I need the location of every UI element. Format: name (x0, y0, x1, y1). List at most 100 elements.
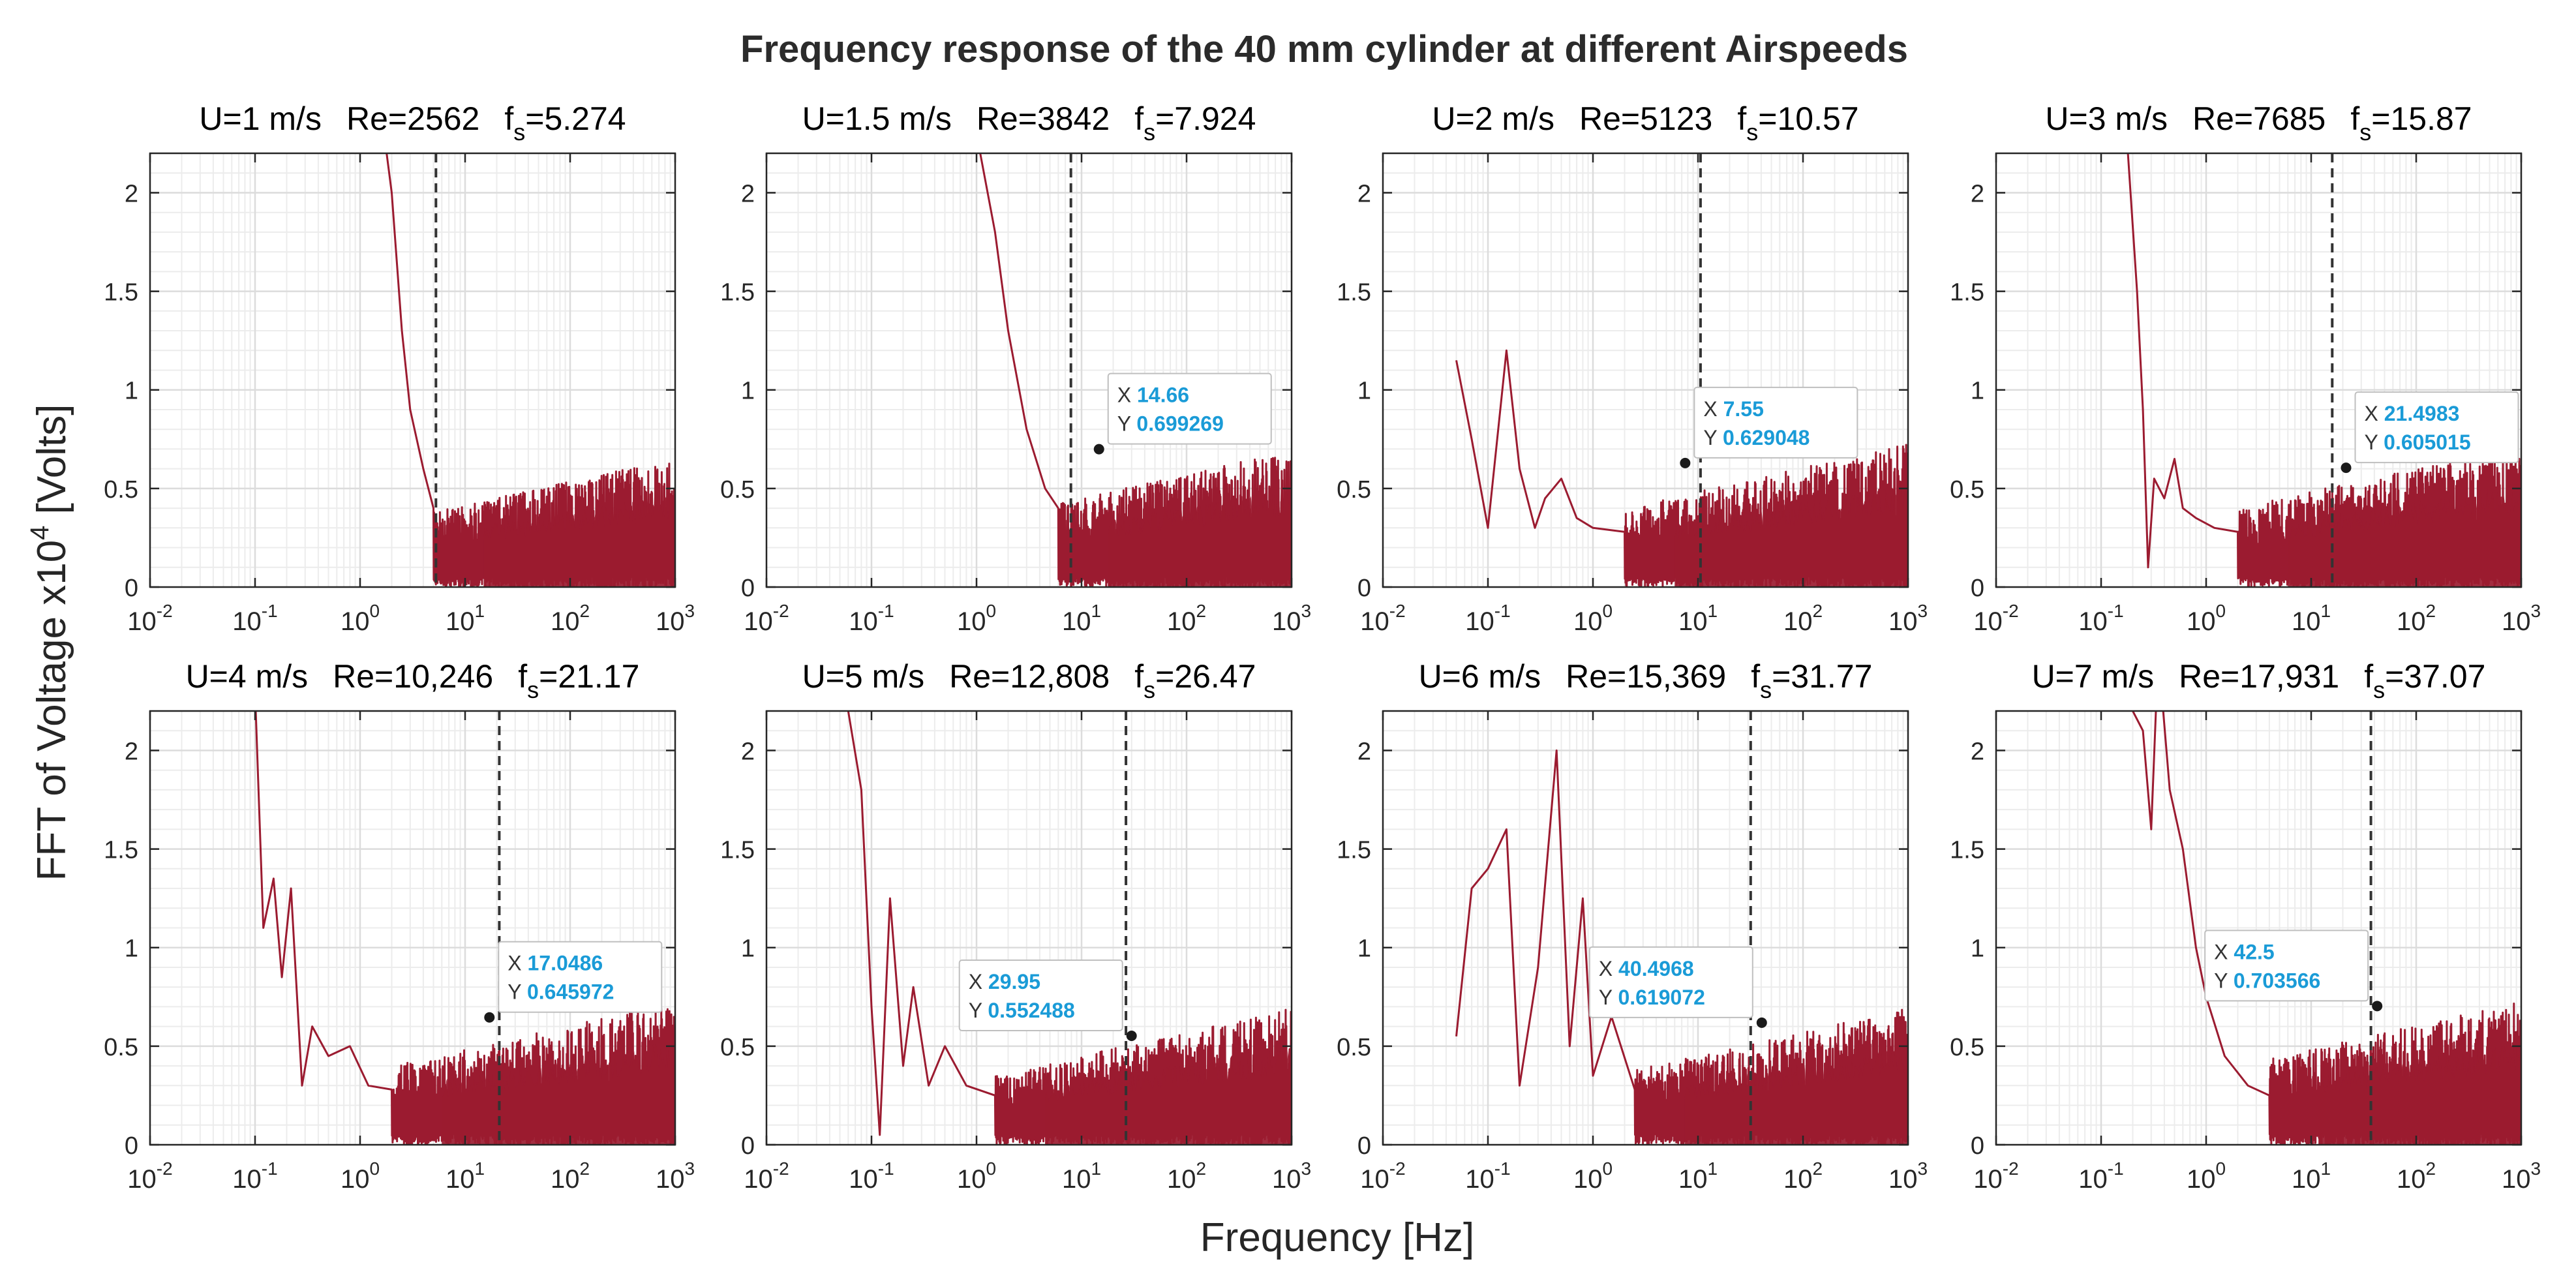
y-axis-label-units: [Volts] (29, 404, 74, 525)
y-tick-label: 1.5 (1950, 837, 1984, 864)
x-tick-exponent: 1 (474, 601, 485, 621)
x-tick-label: 102 (1783, 1158, 1823, 1194)
major-grid (1996, 153, 2521, 587)
x-tick-base: 10 (2502, 1165, 2531, 1194)
tick-marks (1995, 153, 2523, 588)
reynolds-label: Re=12,808 (949, 658, 1110, 695)
x-tick-base: 10 (341, 607, 370, 636)
fs-subscript: s (2359, 119, 2371, 145)
datatip[interactable]: X 14.66Y 0.699269 (1107, 372, 1272, 445)
x-tick-exponent: 3 (1301, 1158, 1311, 1179)
datatip-x-key: X (1117, 384, 1137, 407)
datatip-box (958, 959, 1123, 1031)
reynolds-label: Re=10,246 (333, 658, 493, 695)
axes-frame (149, 152, 676, 588)
x-tick-exponent: 3 (684, 601, 695, 621)
subplot-title: U=7 m/s Re=17,931 fs=37.07 (2032, 658, 2486, 703)
x-tick-exponent: 1 (1707, 1158, 1718, 1179)
y-tick-label: 0 (741, 575, 755, 602)
datatip-y-row: Y 0.645972 (508, 980, 614, 1004)
major-grid (766, 153, 1292, 587)
datatip[interactable]: X 17.0486 Y 0.645972 (498, 941, 663, 1013)
datatip-x-value: 17.0486 (528, 952, 603, 975)
datatip-marker[interactable] (484, 1012, 495, 1023)
x-tick-base: 10 (341, 1165, 370, 1194)
spectrum-band (1684, 1050, 1908, 1145)
x-tick-label: 100 (2187, 601, 2226, 636)
y-tick-label: 1 (741, 935, 755, 963)
reynolds-label: Re=5123 (1579, 100, 1712, 137)
fs-value: =10.57 (1758, 100, 1858, 137)
datatip-marker[interactable] (2341, 462, 2352, 474)
datatip-x-value: 14.66 (1137, 384, 1189, 407)
x-tick-base: 10 (1783, 1165, 1813, 1194)
datatip-x-value: 21.4983 (2384, 402, 2460, 425)
figure-title: Frequency response of the 40 mm cylinder… (740, 28, 1908, 70)
axes-frame (765, 710, 1293, 1146)
fs-value: =7.924 (1155, 100, 1256, 137)
x-tick-exponent: -1 (262, 601, 278, 621)
axes-frame (765, 152, 1293, 588)
x-tick-label: 101 (2292, 1158, 2331, 1194)
y-tick-label: 0 (125, 575, 138, 602)
tick-marks (765, 711, 1293, 1146)
datatip-marker[interactable] (2372, 1001, 2383, 1012)
x-tick-exponent: 0 (2215, 601, 2226, 621)
y-tick-label: 0.5 (720, 1034, 755, 1061)
y-tick-label: 0 (741, 1132, 755, 1160)
datatip-y-key: Y (1117, 412, 1137, 436)
x-tick-exponent: 0 (369, 1158, 380, 1179)
fs-subscript: s (1746, 119, 1758, 145)
y-tick-label: 1 (1971, 935, 1984, 963)
spectrum-band (483, 492, 675, 587)
x-tick-label: 103 (656, 1158, 695, 1194)
major-grid (150, 711, 675, 1145)
x-tick-base: 10 (1167, 607, 1196, 636)
reynolds-label: Re=15,369 (1566, 658, 1726, 695)
fs-symbol: f (1751, 658, 1760, 695)
datatip-marker[interactable] (1093, 444, 1104, 455)
datatip-x-row: X 29.95 (969, 970, 1040, 993)
x-tick-base: 10 (2292, 607, 2321, 636)
y-tick-label: 0.5 (720, 476, 755, 504)
tick-marks (149, 711, 676, 1146)
axes-frame (149, 710, 676, 1146)
datatip-x-row: X 17.0486 (508, 952, 603, 975)
x-tick-base: 10 (1888, 1165, 1918, 1194)
spectrum-band (1108, 489, 1292, 587)
x-tick-base: 10 (1678, 607, 1708, 636)
datatip-marker[interactable] (1680, 457, 1691, 468)
tick-marks (1995, 711, 2523, 1146)
y-tick-label: 0.5 (1337, 1034, 1371, 1061)
x-tick-label: 10-1 (849, 1158, 894, 1194)
datatip-x-key: X (2365, 402, 2384, 425)
subplot-title: U=6 m/s Re=15,369 fs=31.77 (1419, 658, 1873, 703)
x-tick-label: 101 (2292, 601, 2331, 636)
y-axis-label-exponent: 4 (25, 526, 54, 540)
datatip-y-key: Y (2214, 969, 2234, 992)
x-tick-exponent: 1 (1707, 601, 1718, 621)
x-tick-base: 10 (1062, 1165, 1091, 1194)
x-tick-label: 102 (2397, 1158, 2436, 1194)
y-tick-label: 2 (125, 180, 138, 207)
datatip[interactable]: X 7.55Y 0.629048 (1693, 386, 1858, 459)
y-tick-label: 0 (1357, 1132, 1371, 1160)
x-tick-base: 10 (1272, 607, 1301, 636)
datatip[interactable]: X 42.5Y 0.703566 (2204, 930, 2369, 1002)
fs-value: =37.07 (2385, 658, 2485, 695)
x-tick-exponent: 0 (369, 601, 380, 621)
datatip[interactable]: X 29.95Y 0.552488 (958, 959, 1123, 1031)
y-tick-label: 2 (1357, 180, 1371, 207)
y-axis-label: FFT of Voltage x104 [Volts] (25, 404, 74, 881)
datatip-marker[interactable] (1756, 1017, 1767, 1028)
datatip-marker[interactable] (1126, 1030, 1137, 1041)
y-tick-label: 2 (1971, 180, 1984, 207)
datatip-x-row: X 40.4968 (1599, 957, 1694, 980)
